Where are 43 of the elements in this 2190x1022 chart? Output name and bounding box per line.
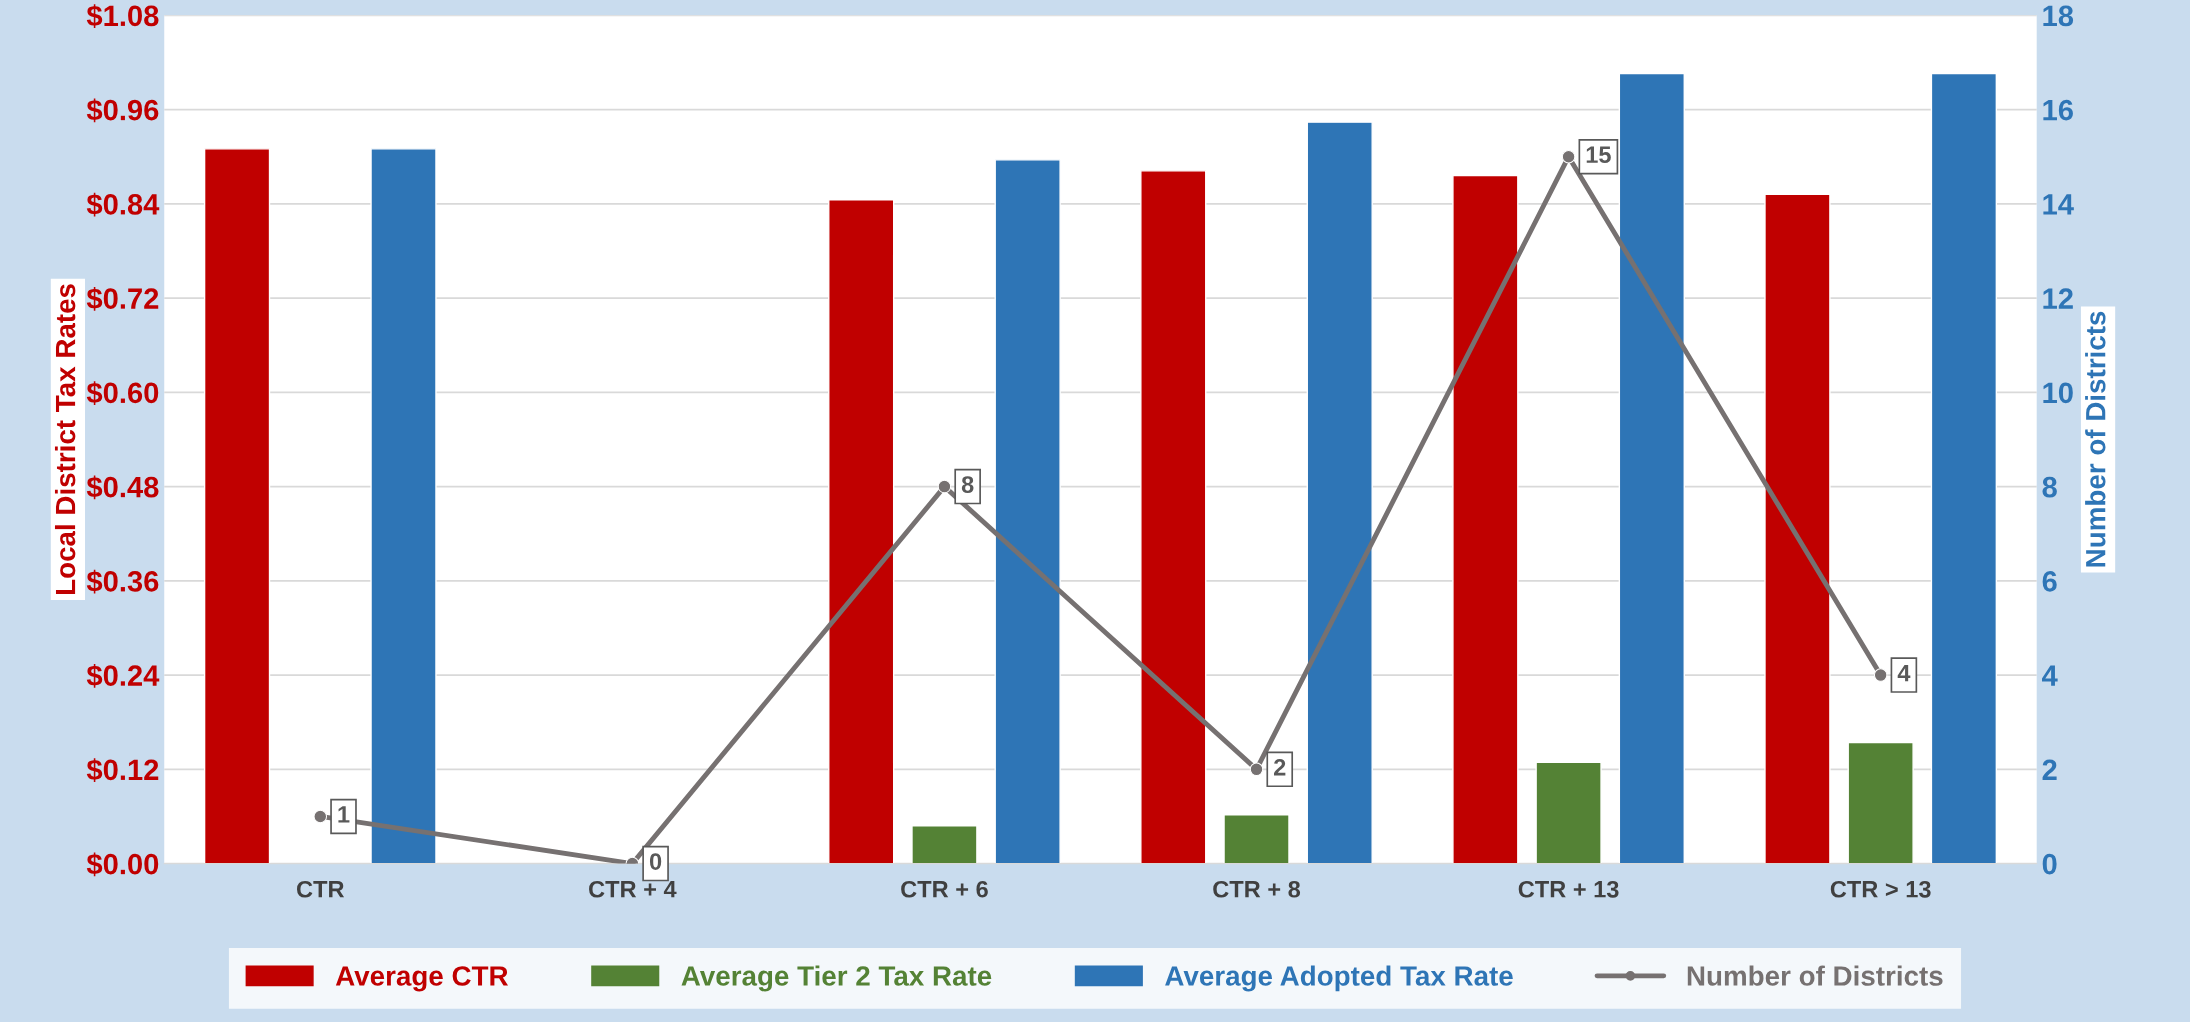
- data-label: 1: [338, 806, 350, 823]
- data-label: 0: [649, 853, 662, 870]
- data-label: 2: [1274, 758, 1286, 776]
- y2-tick-label: 0: [2042, 853, 2057, 875]
- y-tick-label: $0.00: [86, 852, 159, 877]
- y2-axis-title: Number of Districts: [2085, 311, 2106, 567]
- legend-label: Average Adopted Tax Rate: [1165, 965, 1513, 992]
- y-tick-label: $0.72: [86, 287, 159, 311]
- y-tick-label: $1.08: [86, 4, 159, 29]
- data-label: 8: [961, 476, 974, 493]
- y2-tick-label: 14: [2043, 194, 2074, 215]
- point: [313, 809, 328, 824]
- x-tick-label: CTR + 13: [1518, 880, 1619, 898]
- point: [937, 479, 952, 494]
- data-label: 15: [1586, 146, 1611, 164]
- x-tick-label: CTR + 4: [589, 880, 677, 898]
- legend-label: Average Tier 2 Tax Rate: [681, 965, 992, 992]
- data-label: 4: [1897, 664, 1911, 682]
- x-tick-label: CTR > 13: [1830, 880, 1931, 898]
- x-tick-label: CTR + 8: [1213, 880, 1301, 898]
- y-axis-title: Local District Tax Rates: [54, 284, 76, 595]
- y2-tick-label: 8: [2042, 476, 2057, 498]
- y2-tick-label: 4: [2042, 665, 2058, 686]
- x-tick-label: CTR + 6: [901, 880, 988, 898]
- y-tick-label: $0.96: [86, 98, 159, 123]
- y2-tick-label: 12: [2043, 288, 2073, 309]
- y-tick-label: $0.60: [86, 381, 159, 406]
- x-tick-label: CTR: [297, 880, 345, 898]
- y-tick-label: $0.36: [86, 569, 159, 594]
- y-tick-label: $0.48: [86, 475, 159, 500]
- point: [1249, 762, 1264, 777]
- y-tick-label: $0.12: [86, 758, 159, 783]
- point: [1873, 668, 1888, 682]
- y-tick-label: $0.24: [86, 664, 160, 688]
- y2-tick-label: 10: [2043, 382, 2073, 404]
- y2-tick-label: 2: [2042, 759, 2057, 780]
- legend-label: Average CTR: [335, 966, 509, 992]
- y2-tick-label: 18: [2043, 5, 2074, 27]
- y-tick-label: $0.84: [86, 192, 160, 217]
- legend-label: Number of Districts: [1687, 965, 1943, 986]
- y2-tick-label: 6: [2042, 571, 2057, 592]
- y2-tick-label: 16: [2043, 99, 2073, 121]
- point: [1561, 149, 1576, 164]
